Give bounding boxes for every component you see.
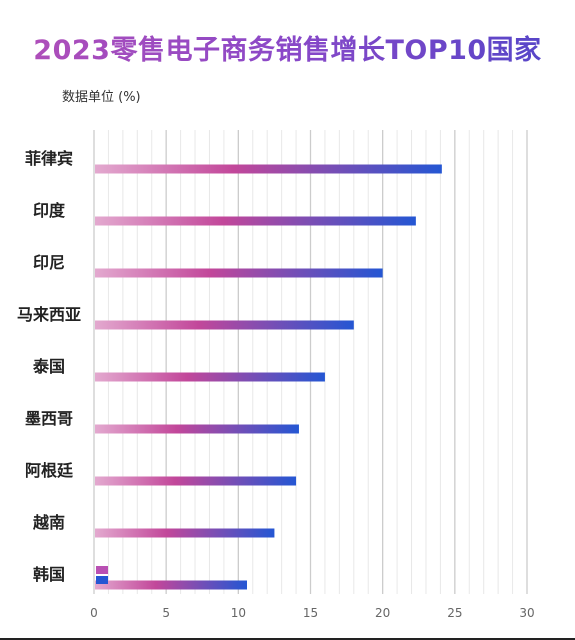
unit-label: 数据单位 (%) <box>62 90 141 105</box>
small-marks <box>96 566 108 584</box>
bar <box>95 476 297 486</box>
bar <box>95 424 299 434</box>
bars-group <box>95 164 442 590</box>
bar <box>95 164 442 174</box>
bar <box>95 268 383 278</box>
category-label: 印尼 <box>33 253 65 272</box>
x-tick-labels: 0 5 10 15 20 25 30 <box>90 606 534 620</box>
category-label: 泰国 <box>32 357 65 376</box>
x-tick-label: 30 <box>519 606 534 620</box>
bottom-border <box>0 638 575 640</box>
x-tick-label: 15 <box>303 606 318 620</box>
grid-lines <box>93 130 528 594</box>
category-label: 菲律宾 <box>25 149 73 168</box>
bar <box>95 580 247 590</box>
x-tick-label: 10 <box>231 606 246 620</box>
bar <box>95 320 354 330</box>
category-label: 阿根廷 <box>25 461 74 480</box>
category-label: 马来西亚 <box>17 305 81 324</box>
small-mark-top <box>96 566 108 574</box>
x-tick-label: 0 <box>90 606 98 620</box>
x-tick-label: 5 <box>162 606 170 620</box>
category-label: 印度 <box>33 201 66 220</box>
chart-title: 2023零售电子商务销售增长TOP10国家 <box>0 28 575 67</box>
bar <box>95 372 325 382</box>
category-label: 韩国 <box>33 565 65 584</box>
bar <box>95 216 416 226</box>
x-tick-label: 25 <box>447 606 462 620</box>
small-mark-bottom <box>96 576 108 584</box>
category-label: 越南 <box>32 513 65 532</box>
category-label: 墨西哥 <box>25 409 73 428</box>
x-tick-label: 20 <box>375 606 390 620</box>
bar <box>95 528 275 538</box>
